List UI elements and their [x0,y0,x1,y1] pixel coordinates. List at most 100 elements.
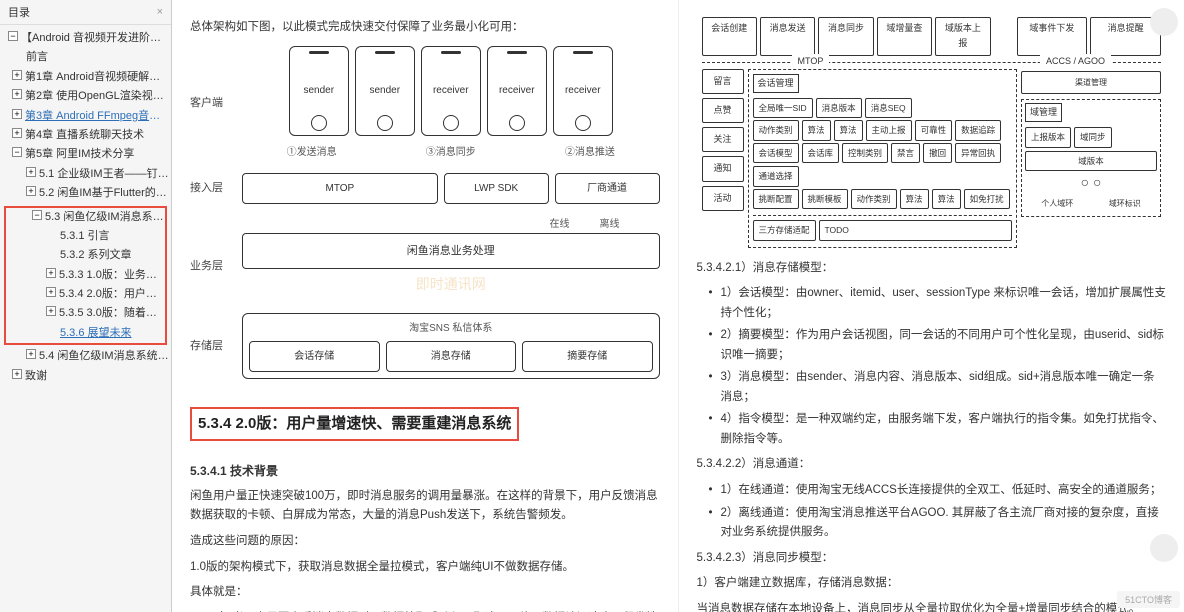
footer-badge: 51CTO博客 [1117,591,1180,608]
diagram-box: 消息发送 [760,17,815,56]
tree-root[interactable]: − 【Android 音视频开发进阶指南】 [0,29,171,48]
client-label: 客户端 [190,46,230,161]
phone-icon: receiver [487,46,547,136]
toc-tree: − 【Android 音视频开发进阶指南】 前言+第1章 Android音视频硬… [0,25,171,390]
storage-box: 会话存储 [249,341,380,372]
storage-label: 存储层 [190,313,230,379]
diagram-box: 撤回 [923,143,952,163]
biz-box: 闲鱼消息业务处理 [242,233,660,270]
tree-item[interactable]: +第2章 使用OpenGL渲染视频画面篇 [0,87,171,106]
phone-icon: receiver [421,46,481,136]
tree-item[interactable]: −第5章 阿里IM技术分享 [0,145,171,164]
toggle-icon[interactable]: + [26,186,36,196]
diagram-box: 域事件下发 [1017,17,1088,56]
diagram-box: 算法 [834,120,863,140]
diagram-box: 可靠性 [915,120,953,140]
intro-text: 总体架构如下图，以此模式完成快速交付保障了业务最小化可用： [190,18,660,38]
phone-icon: receiver [553,46,613,136]
tree-label: 5.3.1 引言 [60,229,110,244]
diagram-box: 消息同步 [818,17,873,56]
toggle-icon[interactable]: − [32,210,42,220]
diagram-box: 通道选择 [753,166,799,186]
tree-item[interactable]: +致谢 [0,367,171,386]
diagram-box: 算法 [802,120,831,140]
diagram-box: 如免打扰 [964,189,1010,209]
tree-label: 5.4 闲鱼亿级IM消息系统的可靠投递... [39,349,171,364]
tree-label: 前言 [26,50,48,65]
tree-label: 第1章 Android音视频硬解码篇 [25,70,171,85]
diagram-box: 消息SEQ [865,98,912,118]
diagram-box: 全局唯一SID [753,98,813,118]
diagram-box: 域版本上报 [935,17,990,56]
tree-item[interactable]: 5.3.1 引言 [6,227,165,246]
tree-label: 第2章 使用OpenGL渲染视频画面篇 [25,89,171,104]
tree-item[interactable]: 5.3.6 展望未来 [6,324,165,343]
diagram-box: 通知 [702,156,744,181]
tree-item[interactable]: +5.3.3 1.0版：业务初创期、最小化... [6,266,165,285]
diagram-box: 主动上报 [866,120,912,140]
toggle-icon[interactable]: + [12,109,22,119]
watermark: 即时通讯网 [242,273,660,297]
heading: 5.3.4.2.1）消息存储模型： [697,259,1167,279]
tree-item[interactable]: +第1章 Android音视频硬解码篇 [0,68,171,87]
tree-item[interactable]: +5.4 闲鱼亿级IM消息系统的可靠投递... [0,347,171,366]
diagram-box: 会话模型 [753,143,799,163]
toggle-icon[interactable]: + [46,306,56,316]
diagram-box: 域增量查 [877,17,932,56]
phone-icon: sender [289,46,349,136]
sidebar-header: 目录 × [0,0,171,25]
diagram-box: 数据追踪 [955,120,1001,140]
tree-item[interactable]: +5.3.4 2.0版：用户量增速快、需要... [6,285,165,304]
tree-label: 5.3.4 2.0版：用户量增速快、需要... [59,287,165,302]
tree-item[interactable]: +第3章 Android FFmpeg音视频解码篇 [0,107,171,126]
content-area: 总体架构如下图，以此模式完成快速交付保障了业务最小化可用： 客户端 sender… [172,0,1184,612]
architecture-diagram-2: 会话创建消息发送消息同步域增量查域版本上报 域事件下发消息提醒 MTOP ACC… [697,12,1167,253]
diagram-box: 动作类别 [753,120,799,140]
highlighted-section: −5.3 闲鱼亿级IM消息系统的架构演进... 5.3.1 引言 5.3.2 系列文… [4,206,167,346]
tree-label: 5.3.2 系列文章 [60,248,132,263]
tree-label: 5.1 企业级IM王者——钉钉在后端架... [39,167,171,182]
tree-item[interactable]: 5.3.2 系列文章 [6,246,165,265]
sidebar-title: 目录 [8,4,30,20]
tree-item[interactable]: 前言 [0,48,171,67]
tree-label: 第4章 直播系统聊天技术 [25,128,144,143]
diagram-box: 异常回执 [955,143,1001,163]
tree-item[interactable]: +5.2 闲鱼IM基于Flutter的移动端跨端... [0,184,171,203]
tree-label: 5.3 闲鱼亿级IM消息系统的架构演进... [45,210,165,225]
toggle-icon[interactable]: + [12,369,22,379]
diagram-box: 留言 [702,69,744,94]
float-button-top[interactable] [1150,8,1178,36]
storage-box: 消息存储 [386,341,517,372]
phone-icon: sender [355,46,415,136]
diagram-box: 控制类别 [842,143,888,163]
access-label: 接入层 [190,173,230,204]
mtop-box: MTOP [242,173,438,204]
toggle-icon[interactable]: − [8,31,18,41]
toggle-icon[interactable]: + [26,167,36,177]
diagram-box: 算法 [932,189,961,209]
diagram-box: 会话创建 [702,17,757,56]
toggle-icon[interactable]: + [46,268,56,278]
diagram-box: 活动 [702,186,744,211]
tree-item[interactable]: +5.3.5 3.0版：随着业务快速发展,... [6,304,165,323]
lwp-box: LWP SDK [444,173,549,204]
diagram-box: 关注 [702,127,744,152]
toggle-icon[interactable]: + [26,349,36,359]
tree-item[interactable]: −5.3 闲鱼亿级IM消息系统的架构演进... [6,208,165,227]
toggle-icon[interactable]: − [12,147,22,157]
tree-label: 5.2 闲鱼IM基于Flutter的移动端跨端... [39,186,171,201]
toggle-icon[interactable]: + [12,128,22,138]
tree-item[interactable]: +5.1 企业级IM王者——钉钉在后端架... [0,165,171,184]
diagram-box: 挑断模板 [802,189,848,209]
toggle-icon[interactable]: + [12,70,22,80]
toggle-icon[interactable]: + [12,89,22,99]
storage-box: 摘要存储 [522,341,653,372]
close-icon[interactable]: × [157,6,163,18]
tree-label: 第5章 阿里IM技术分享 [25,147,134,162]
float-button-bottom[interactable] [1150,534,1178,562]
section-title: 5.3.4 2.0版：用户量增速快、需要重建消息系统 [190,407,519,441]
toggle-icon[interactable]: + [46,287,56,297]
tree-item[interactable]: +第4章 直播系统聊天技术 [0,126,171,145]
diagram-box: 算法 [900,189,929,209]
diagram-box: 禁言 [891,143,920,163]
